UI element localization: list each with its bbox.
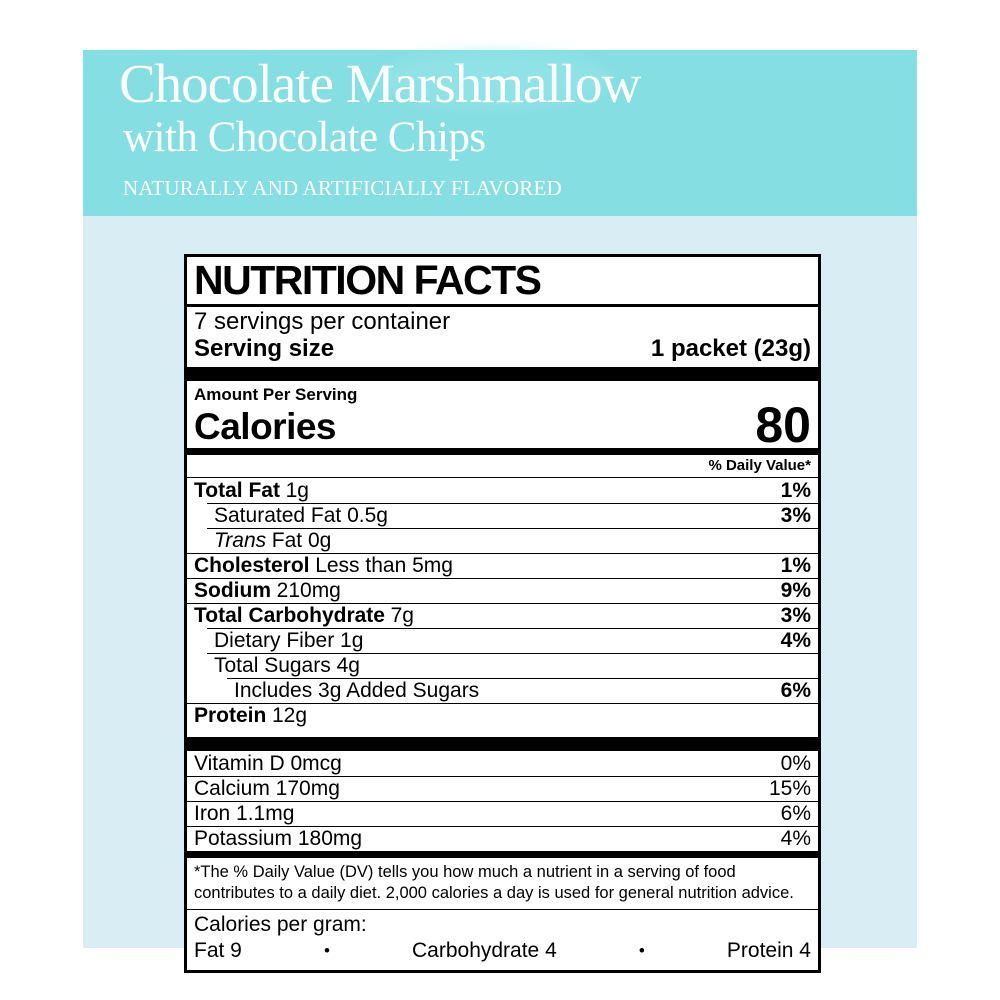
vitamin-text: Vitamin D 0mcg xyxy=(194,752,342,775)
nutrient-text: Total Fat 1g xyxy=(194,479,309,502)
nutrient-text: Dietary Fiber 1g xyxy=(214,629,364,652)
separator-bar-medium xyxy=(187,851,818,858)
nutrient-row-added-sugars: Includes 3g Added Sugars 6% xyxy=(187,678,818,703)
vitamin-rows: Vitamin D 0mcg 0% Calcium 170mg 15% Iron… xyxy=(187,751,818,851)
product-title: Chocolate Marshmallow xyxy=(119,53,641,114)
vitamin-text: Potassium 180mg xyxy=(194,827,363,850)
nutrient-text: Includes 3g Added Sugars xyxy=(234,679,480,702)
nutrient-pct: 6% xyxy=(780,679,811,702)
separator-bar-thick-top xyxy=(187,367,818,381)
nutrient-pct: 4% xyxy=(780,629,811,652)
calories-label: Calories xyxy=(194,406,337,447)
product-subtitle: with Chocolate Chips xyxy=(123,114,486,161)
vitamin-row-potassium: Potassium 180mg 4% xyxy=(187,826,818,851)
calories-value: 80 xyxy=(755,397,811,453)
serving-size-row: Serving size 1 packet (23g) xyxy=(187,335,818,367)
vitamin-pct: 0% xyxy=(780,752,811,775)
vitamin-pct: 6% xyxy=(780,802,811,825)
nutrient-row-dietary-fiber: Dietary Fiber 1g 4% xyxy=(187,628,818,653)
nutrient-row-protein: Protein 12g xyxy=(187,703,818,728)
nutrient-text: Saturated Fat 0.5g xyxy=(214,504,388,527)
nutrient-row-cholesterol: Cholesterol Less than 5mg 1% xyxy=(187,553,818,578)
nutrient-row-sodium: Sodium 210mg 9% xyxy=(187,578,818,603)
calories-per-gram-label: Calories per gram: xyxy=(187,909,818,937)
daily-value-header: % Daily Value* xyxy=(187,448,818,478)
cpg-carbohydrate: Carbohydrate 4 xyxy=(412,939,557,962)
product-header-band: Chocolate Marshmallow with Chocolate Chi… xyxy=(83,50,917,216)
vitamin-text: Iron 1.1mg xyxy=(194,802,295,825)
vitamin-row-iron: Iron 1.1mg 6% xyxy=(187,801,818,826)
servings-per-container: 7 servings per container xyxy=(194,308,451,335)
scan-glare xyxy=(373,50,613,110)
nutrient-row-trans-fat: Trans Fat 0g xyxy=(187,528,818,553)
cpg-protein: Protein 4 xyxy=(726,939,811,962)
nutrient-rows: Total Fat 1g 1% Saturated Fat 0.5g 3% Tra… xyxy=(187,478,818,728)
nutrient-row-saturated-fat: Saturated Fat 0.5g 3% xyxy=(187,503,818,528)
nutrient-text: Sodium 210mg xyxy=(194,579,341,602)
product-tagline: NATURALLY AND ARTIFICIALLY FLAVORED xyxy=(123,176,562,200)
nutrient-pct: 3% xyxy=(780,604,811,627)
bullet-icon: • xyxy=(638,941,645,960)
cpg-fat: Fat 9 xyxy=(194,939,242,962)
vitamin-pct: 15% xyxy=(768,777,811,800)
nutrient-pct: 9% xyxy=(780,579,811,602)
vitamin-row-vitamin-d: Vitamin D 0mcg 0% xyxy=(187,751,818,776)
nutrient-pct: 1% xyxy=(780,479,811,502)
nutrient-text: Trans Fat 0g xyxy=(214,529,332,552)
nutrient-row-total-sugars: Total Sugars 4g xyxy=(187,653,818,678)
vitamin-pct: 4% xyxy=(780,827,811,850)
nutrient-text: Total Sugars 4g xyxy=(214,654,360,677)
nutrition-facts-panel: NUTRITION FACTS 7 servings per container… xyxy=(184,254,821,973)
bullet-icon: • xyxy=(323,941,330,960)
nutrient-text: Cholesterol Less than 5mg xyxy=(194,554,453,577)
nutrient-text: Protein 12g xyxy=(194,704,308,727)
serving-size-label: Serving size xyxy=(194,335,335,362)
amount-per-serving-label: Amount Per Serving xyxy=(194,385,358,404)
spacer xyxy=(187,728,818,737)
nutrient-row-total-carbohydrate: Total Carbohydrate 7g 3% xyxy=(187,603,818,628)
calories-per-gram-row: Fat 9 • Carbohydrate 4 • Protein 4 xyxy=(187,937,818,965)
calories-row: Calories 80 xyxy=(187,397,818,453)
nutrient-text: Total Carbohydrate 7g xyxy=(194,604,414,627)
nutrient-row-total-fat: Total Fat 1g 1% xyxy=(187,478,818,503)
vitamin-row-calcium: Calcium 170mg 15% xyxy=(187,776,818,801)
daily-value-footnote: *The % Daily Value (DV) tells you how mu… xyxy=(194,863,794,902)
vitamin-text: Calcium 170mg xyxy=(194,777,340,800)
nutrient-pct: 1% xyxy=(780,554,811,577)
nutrition-facts-title: NUTRITION FACTS xyxy=(187,257,818,307)
serving-size-value: 1 packet (23g) xyxy=(650,335,811,362)
nutrient-pct: 3% xyxy=(780,504,811,527)
separator-bar-thick-mid xyxy=(187,737,818,751)
